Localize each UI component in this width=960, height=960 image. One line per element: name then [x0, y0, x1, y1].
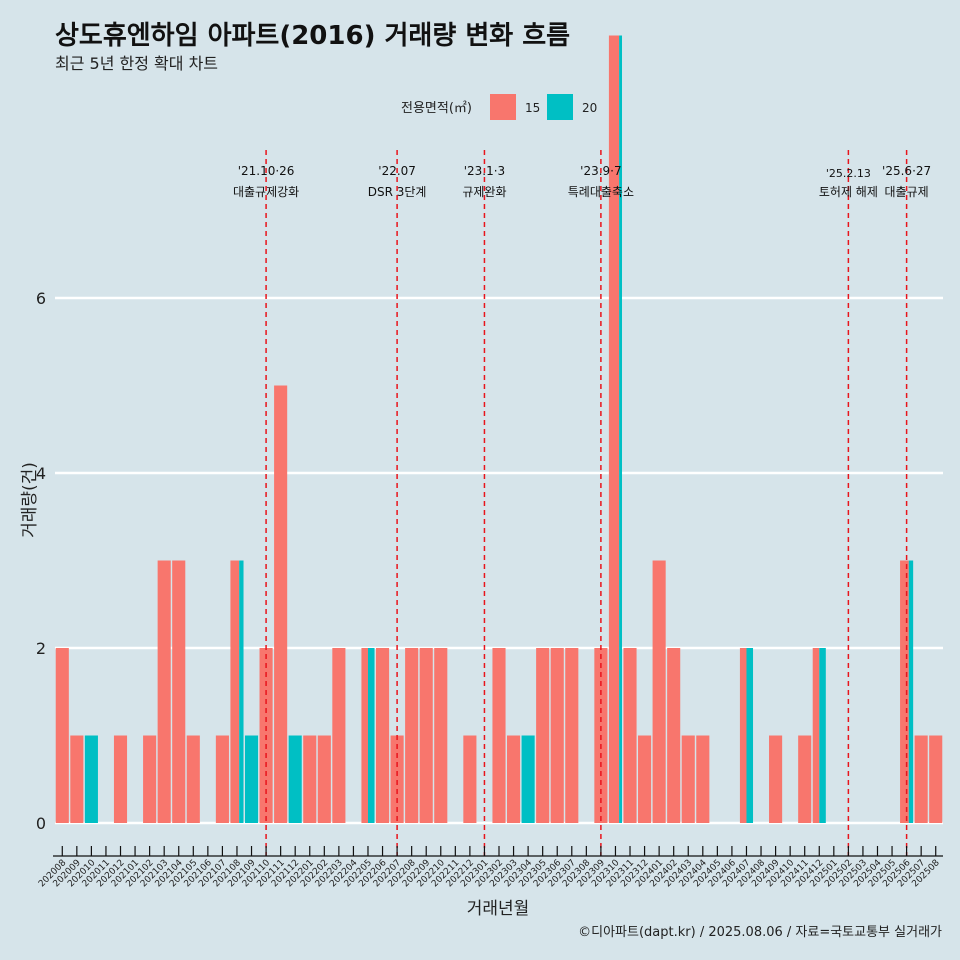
bar-202302-15: [492, 648, 506, 823]
y-tick-label-2: 2: [36, 639, 46, 658]
bar-202102-15: [143, 735, 157, 823]
bar-202103-15: [157, 560, 171, 823]
bar-202201-15: [303, 735, 317, 823]
bar-202212-15: [463, 735, 477, 823]
bar-202407-15: [739, 648, 747, 823]
bar-202111-15: [274, 385, 288, 823]
legend-swatch-15: [490, 94, 516, 120]
y-tick-labels: 0 2 4 6: [36, 289, 46, 833]
bar-202303-15: [507, 735, 521, 823]
bar-202206-15: [375, 648, 390, 823]
bar-202008-15: [55, 648, 69, 823]
bar-202411-15: [798, 735, 812, 823]
bar-202310-15: [608, 35, 620, 823]
bar-202506-15: [900, 560, 909, 823]
bar-202208-15: [405, 648, 419, 823]
bar-202508-15: [929, 735, 943, 823]
bar-202412-15: [812, 648, 820, 823]
bar-202210-15: [434, 648, 448, 823]
bar-202009-15: [70, 735, 84, 823]
bar-202404-15: [696, 735, 710, 823]
bar-202306-15: [550, 648, 564, 823]
event-label-202110: 대출규제강화: [233, 185, 299, 199]
chart-subtitle: 최근 5년 한정 확대 차트: [55, 54, 218, 73]
bar-202112-20: [288, 735, 302, 823]
bar-202108-15: [230, 560, 240, 823]
bar-202205-20: [367, 648, 375, 823]
bar-202203-15: [332, 648, 346, 823]
bar-202409-15: [769, 735, 783, 823]
bar-202311-15: [623, 648, 637, 823]
y-tick-label-0: 0: [36, 814, 46, 833]
y-tick-label-4: 4: [36, 464, 46, 483]
chart-title: 상도휴엔하임 아파트(2016) 거래량 변화 흐름: [55, 21, 570, 51]
bar-202109-20: [244, 735, 259, 823]
bar-202012-15: [113, 735, 128, 823]
event-date-202506: '25.6·27: [882, 164, 931, 178]
y-tick-label-6: 6: [36, 289, 46, 308]
x-axis: 2020082020092020102020112020122021012021…: [37, 846, 943, 889]
bar-202202-15: [317, 735, 331, 823]
event-date-202301: '23.1·3: [464, 164, 505, 178]
event-label-202506: 대출규제: [885, 185, 929, 199]
bar-202207-15: [390, 735, 404, 823]
event-label-202309: 특례대출축소: [568, 185, 634, 199]
bar-202402-15: [667, 648, 681, 823]
bar-202107-15: [215, 735, 229, 823]
bar-202304-20: [521, 735, 535, 823]
bar-202310-20: [619, 35, 623, 823]
bar-202104-15: [172, 560, 186, 823]
bars: [55, 35, 943, 823]
bar-202407-20: [746, 648, 754, 823]
event-date-202309: '23.9·7: [580, 164, 621, 178]
bar-202403-15: [681, 735, 695, 823]
event-date-202502: '25.2.13: [826, 167, 871, 180]
bar-202312-15: [638, 735, 652, 823]
legend-title: 전용면적(㎡): [401, 101, 472, 116]
legend-label-15: 15: [525, 101, 540, 115]
bar-202105-15: [186, 735, 200, 823]
event-markers: '21.10·26 대출규제강화 '22.07 DSR 3단계 '23.1·3 규제완화 '…: [233, 150, 931, 856]
bar-202507-15: [914, 735, 928, 823]
bar-202209-15: [419, 648, 433, 823]
bar-202307-15: [565, 648, 579, 823]
bar-202401-15: [652, 560, 666, 823]
x-axis-title: 거래년월: [467, 899, 530, 919]
event-label-202301: 규제완화: [462, 185, 506, 199]
legend-swatch-20: [547, 94, 573, 120]
event-date-202110: '21.10·26: [238, 164, 295, 178]
bar-202205-15: [361, 648, 368, 823]
legend: 전용면적(㎡) 15 20: [401, 94, 597, 120]
caption: ©디아파트(dapt.kr) / 2025.08.06 / 자료=국토교통부 실…: [578, 925, 942, 940]
bar-202010-20: [84, 735, 98, 823]
y-axis-title: 거래량(건): [20, 462, 40, 538]
event-label-202502: 토허제 해제: [819, 185, 878, 199]
legend-label-20: 20: [582, 101, 597, 115]
bar-202108-20: [239, 560, 244, 823]
bar-202305-15: [536, 648, 550, 823]
bar-202506-20: [908, 560, 914, 823]
event-date-202207: '22.07: [378, 164, 416, 178]
event-label-202207: DSR 3단계: [368, 185, 427, 199]
bar-202412-20: [819, 648, 826, 823]
